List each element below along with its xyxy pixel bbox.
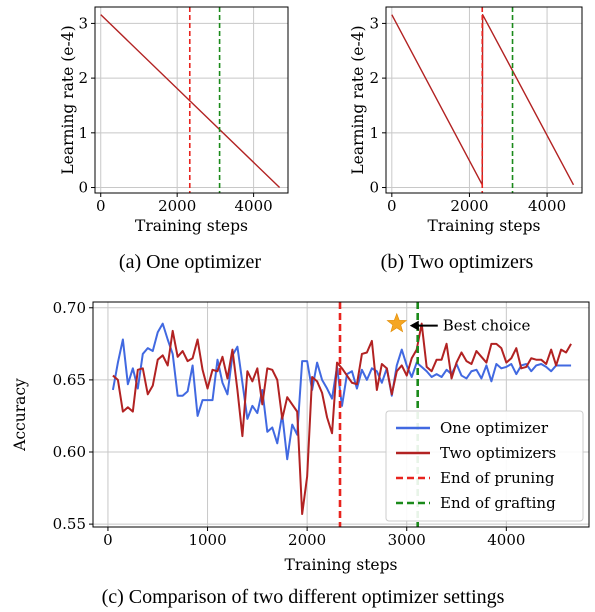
annotation-arrow-head [409,320,419,331]
axes-frame [385,6,583,194]
x-tick-label: 4000 [235,197,273,215]
axes-frame [94,6,289,194]
best-choice-star [386,312,408,333]
y-axis-label: Accuracy [11,378,29,452]
x-tick-label: 2000 [450,197,488,215]
x-axis-label: Training steps [428,217,541,235]
y-tick-label: 3 [369,14,379,32]
legend-box [385,410,584,522]
subplot-c: Best choice 0 1000 2000 3000 4000 0.55 0.60 0.65… [11,299,590,574]
y-tick-label: 0.70 [53,299,86,317]
caption-c: (c) Comparison of two different optimize… [102,586,505,608]
x-tick-label: 2000 [158,197,196,215]
y-tick-label: 2 [78,69,88,87]
y-tick-label: 0 [369,179,379,197]
axes-frame [92,301,590,528]
y-tick-label: 3 [78,14,88,32]
legend-label: One optimizer [440,419,549,437]
x-tick-label: 0 [103,531,113,549]
x-tick-label: 4000 [528,197,566,215]
x-tick-label: 0 [387,197,397,215]
legend-label: End of grafting [440,494,556,512]
x-tick-label: 4000 [487,531,525,549]
y-tick-label: 0 [78,179,88,197]
series-line-one-optimizer [111,322,572,461]
series-line-two-optimizers [112,322,572,516]
subplot-b: 0 2000 4000 0 1 2 3 Training steps Learning rate… [349,6,583,235]
y-tick-label: 1 [78,124,88,142]
y-tick-label: 0.65 [53,371,86,389]
caption-a: (a) One optimizer [119,251,261,273]
x-tick-label: 0 [96,197,106,215]
x-tick-label: 3000 [388,531,426,549]
y-tick-label: 0.60 [53,443,86,461]
y-axis-label: Learning rate (e-4) [59,25,77,174]
series-line-0 [100,14,281,189]
legend-label: End of pruning [440,469,555,487]
y-tick-label: 2 [369,69,379,87]
x-tick-label: 1000 [188,531,226,549]
x-tick-label: 2000 [288,531,326,549]
y-axis-label: Learning rate (e-4) [349,25,367,174]
legend-label: Two optimizers [440,444,556,462]
annotation-text: Best choice [443,317,531,335]
caption-b: (b) Two optimizers [381,251,534,273]
subplot-a: 0 2000 4000 0 1 2 3 Training steps Learning rate… [59,6,289,235]
x-axis-label: Training steps [285,556,398,574]
x-axis-label: Training steps [135,217,248,235]
y-tick-label: 1 [369,124,379,142]
y-tick-label: 0.55 [53,515,86,533]
